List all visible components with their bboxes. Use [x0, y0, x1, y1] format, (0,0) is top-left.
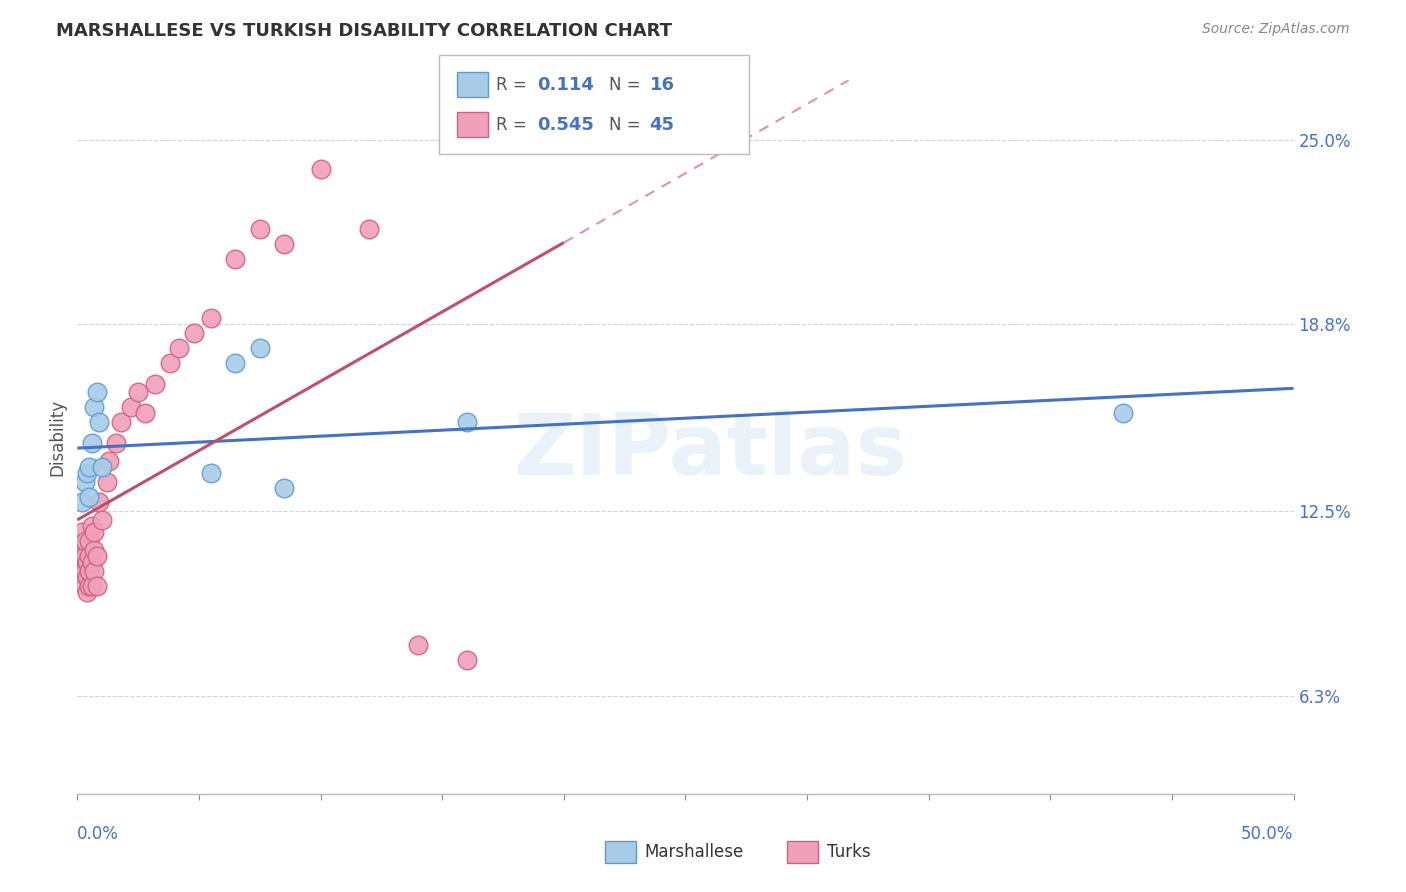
Point [224, 252, 246, 266]
Point [70, 495, 93, 509]
Point [456, 653, 478, 667]
Point [69, 555, 91, 569]
Point [89, 415, 111, 429]
Point [80, 519, 103, 533]
Text: N =: N = [609, 116, 645, 134]
Point [273, 236, 295, 251]
Point [73, 564, 96, 578]
Point [1112, 406, 1135, 420]
Point [169, 341, 191, 355]
Text: 45: 45 [650, 116, 675, 134]
Point [76, 555, 98, 569]
Point [76, 466, 98, 480]
Point [159, 356, 181, 370]
Point [249, 222, 271, 236]
Text: R =: R = [496, 76, 537, 94]
Point [79, 490, 101, 504]
Point [73, 534, 96, 549]
Point [359, 222, 381, 236]
Point [80, 436, 103, 450]
Point [249, 341, 271, 355]
Point [406, 638, 429, 652]
Point [70, 564, 93, 578]
Point [83, 525, 105, 540]
Point [86, 579, 108, 593]
Point [127, 385, 149, 400]
Point [80, 555, 103, 569]
Point [70, 525, 93, 540]
Point [79, 534, 101, 549]
Text: MARSHALLESE VS TURKISH DISABILITY CORRELATION CHART: MARSHALLESE VS TURKISH DISABILITY CORREL… [56, 22, 672, 40]
Point [79, 549, 101, 563]
Text: Marshallese: Marshallese [644, 843, 744, 861]
Point [200, 311, 222, 326]
Point [76, 584, 98, 599]
Text: 16: 16 [650, 76, 675, 94]
Point [86, 385, 108, 400]
Point [143, 376, 166, 391]
Point [273, 481, 295, 495]
Point [73, 549, 96, 563]
Text: N =: N = [609, 76, 645, 94]
Point [134, 406, 156, 420]
Point [73, 579, 96, 593]
Point [79, 579, 101, 593]
Point [83, 564, 105, 578]
Text: ZIPatlas: ZIPatlas [513, 409, 907, 493]
Point [73, 475, 96, 489]
Y-axis label: Disability: Disability [48, 399, 66, 475]
Point [86, 549, 108, 563]
Text: 50.0%: 50.0% [1241, 825, 1294, 843]
Point [200, 466, 222, 480]
Point [79, 564, 101, 578]
Text: R =: R = [496, 116, 533, 134]
Point [83, 401, 105, 415]
Point [76, 570, 98, 584]
Text: 0.545: 0.545 [537, 116, 593, 134]
Point [83, 543, 105, 558]
Point [70, 549, 93, 563]
Point [224, 356, 246, 370]
Point [96, 475, 118, 489]
Point [456, 415, 478, 429]
Point [89, 495, 111, 509]
Point [183, 326, 205, 340]
Text: 0.0%: 0.0% [77, 825, 120, 843]
Point [79, 459, 101, 474]
Point [80, 579, 103, 593]
Point [90, 513, 112, 527]
Text: Turks: Turks [827, 843, 870, 861]
Point [105, 436, 128, 450]
Point [97, 454, 120, 468]
Point [309, 162, 332, 177]
Point [90, 459, 112, 474]
Point [120, 401, 142, 415]
Point [110, 415, 132, 429]
Point [69, 543, 91, 558]
Text: Source: ZipAtlas.com: Source: ZipAtlas.com [1202, 22, 1350, 37]
Text: 0.114: 0.114 [537, 76, 593, 94]
